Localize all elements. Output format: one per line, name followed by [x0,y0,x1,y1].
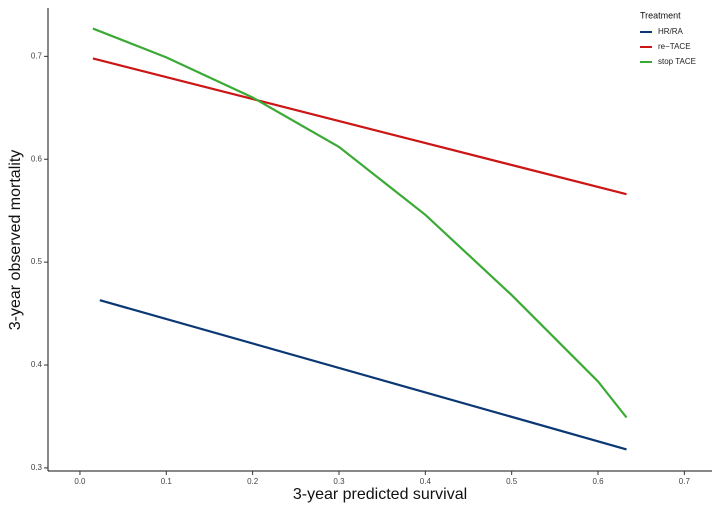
x-tick-label: 0.6 [592,477,604,486]
line-series [99,299,627,451]
y-axis-title: 3-year observed mortality [7,150,24,331]
y-tick-label: 0.3 [31,463,43,472]
legend-label: stop TACE [658,57,696,66]
x-tick-label: 0.3 [333,477,345,486]
x-tick-label: 0.4 [420,477,432,486]
y-tick-label: 0.7 [31,51,43,60]
x-tick-label: 0.5 [506,477,518,486]
legend-label: HR/RA [658,27,684,36]
legend-title: Treatment [640,10,681,20]
y-tick-label: 0.4 [31,360,43,369]
line-series [92,27,628,419]
x-tick-label: 0.2 [247,477,259,486]
legend-label: re−TACE [658,42,691,51]
x-axis-title: 3-year predicted survival [293,486,467,503]
line-series [92,57,627,196]
y-tick-label: 0.5 [31,257,43,266]
x-tick-label: 0.0 [74,477,86,486]
y-tick-label: 0.6 [31,154,43,163]
x-tick-label: 0.1 [161,477,173,486]
x-tick-label: 0.7 [679,477,691,486]
